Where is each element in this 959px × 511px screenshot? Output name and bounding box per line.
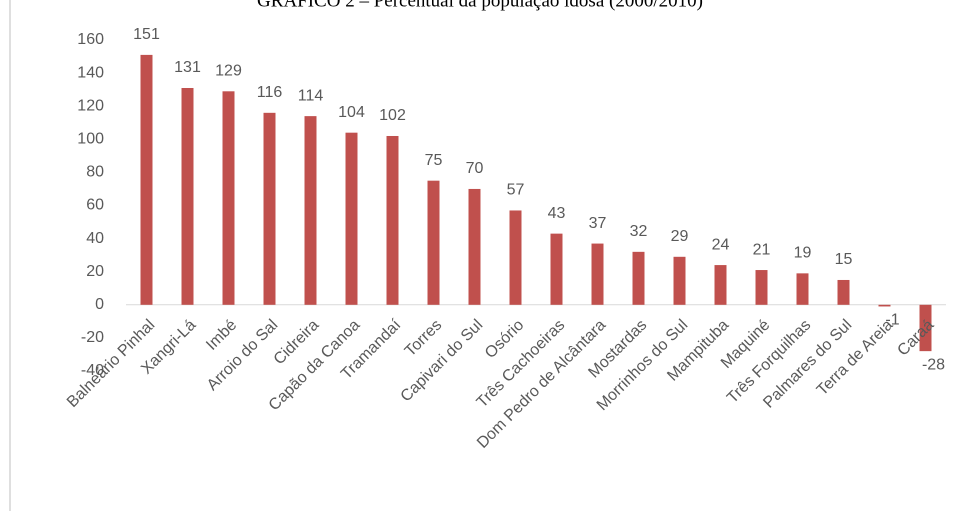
bar [304,116,317,305]
data-label: 29 [671,228,689,245]
data-label: 75 [425,152,443,169]
bar [427,180,440,305]
bar [181,87,194,305]
bar [509,210,522,305]
bar [468,188,481,305]
y-tick-label: 100 [77,131,104,148]
data-label: 43 [548,205,566,222]
y-tick-label: 80 [86,164,104,181]
bar [919,304,932,352]
y-tick-label: 60 [86,197,104,214]
x-tick-label: Terra de Areia [814,317,897,400]
data-label: -1 [885,312,899,329]
chart-title: GRÁFICO 2 – Percentual da população idos… [257,0,703,11]
data-label: 37 [589,215,607,232]
data-label: 151 [133,26,160,43]
bar [878,304,891,307]
bar [591,243,604,305]
y-tick-label: -20 [81,329,104,346]
bar [796,273,809,305]
y-tick-label: 0 [95,296,104,313]
data-label: 24 [712,236,730,253]
bar [632,251,645,305]
y-tick-label: 160 [77,31,104,48]
y-tick-label: -40 [81,362,104,379]
y-tick-label: 140 [77,64,104,81]
data-label: 114 [298,87,324,104]
bar [755,270,768,305]
bar [222,91,235,305]
bar [345,132,358,305]
data-label: 15 [835,251,853,268]
data-label: 116 [257,84,283,101]
data-label: 19 [794,245,812,262]
x-tick-label: Imbé [203,317,240,354]
data-label: 21 [753,241,771,258]
bar [263,112,276,305]
data-label: 102 [379,107,406,124]
bar [386,135,399,305]
bar [550,233,563,305]
data-label: 32 [630,223,648,240]
data-label: 57 [507,182,525,199]
data-label: 129 [215,63,242,80]
data-label: 70 [466,160,484,177]
bar [140,54,153,305]
y-tick-label: 20 [86,263,104,280]
bar [673,256,686,305]
data-label: 104 [338,104,365,121]
y-tick-label: 120 [77,97,104,114]
bar [837,279,850,305]
data-label: -28 [922,356,945,373]
data-label: 131 [174,59,201,76]
bar [714,265,727,305]
y-tick-label: 40 [86,230,104,247]
